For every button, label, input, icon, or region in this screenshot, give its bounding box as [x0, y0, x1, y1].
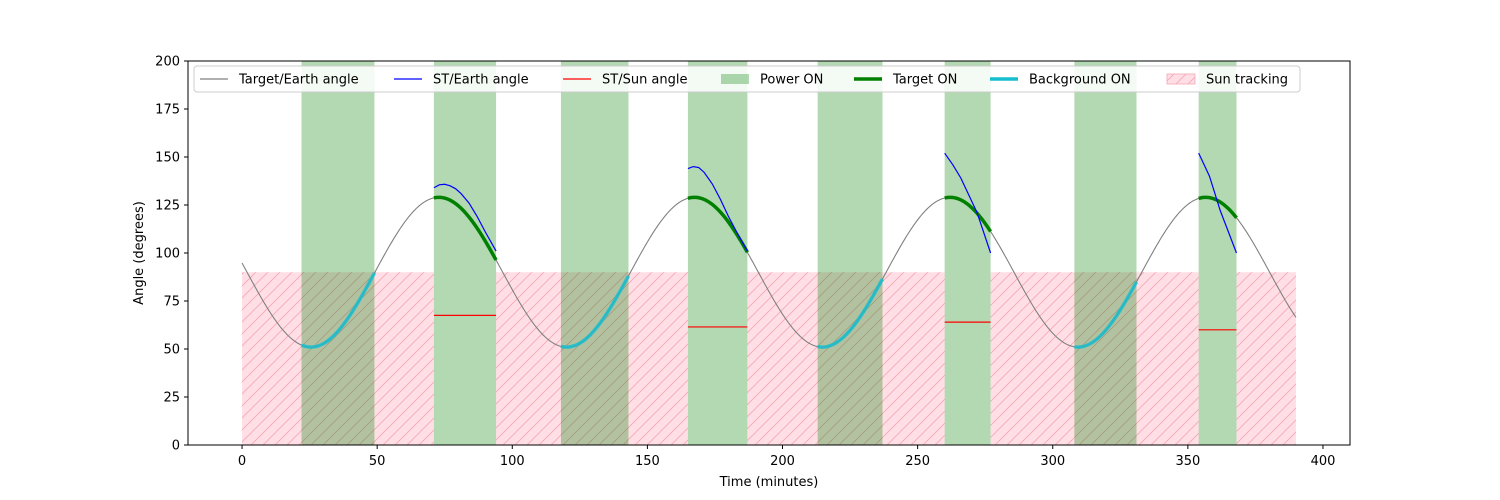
power-on-band [560, 61, 629, 445]
legend-label: Power ON [760, 73, 823, 88]
x-tick-label: 0 [238, 454, 246, 469]
power-on-band [817, 61, 883, 445]
x-tick-label: 250 [905, 454, 930, 469]
x-tick-label: 100 [500, 454, 525, 469]
sun-tracking-hatch [990, 272, 1199, 445]
y-tick-label: 175 [155, 103, 180, 118]
sun-tracking-layer [242, 272, 1296, 445]
x-axis-label: Time (minutes) [719, 475, 819, 490]
st-earth-angle-line [1198, 152, 1238, 254]
legend: Target/Earth angle ST/Earth angle ST/Sun a… [193, 65, 1301, 93]
background-on-segment [817, 278, 885, 349]
y-tick-label: 25 [163, 391, 180, 406]
x-tick-label: 200 [770, 454, 795, 469]
power-on-band [433, 61, 497, 445]
power-on-layer [301, 61, 1237, 445]
legend-swatch-hatch [1167, 74, 1195, 84]
y-tick-label: 75 [163, 295, 180, 310]
legend-swatch [721, 74, 749, 84]
legend-label: Target/Earth angle [238, 73, 359, 88]
sun-tracking-hatch [496, 272, 688, 445]
target-on-segment [687, 195, 749, 254]
series-layer [241, 152, 1297, 349]
st-earth-angle-line [433, 183, 497, 252]
y-tick-label: 150 [155, 151, 180, 166]
y-axis-label: Angle (degrees) [132, 201, 147, 305]
legend-label: ST/Earth angle [433, 73, 529, 88]
power-on-band [1074, 61, 1137, 445]
legend-label: ST/Sun angle [602, 73, 688, 88]
sun-tracking-hatch [1236, 272, 1296, 445]
target-on-segment [944, 195, 993, 233]
power-on-band [944, 61, 991, 445]
sun-tracking-hatch [242, 272, 434, 445]
legend-box [193, 65, 1301, 93]
sun-tracking-hatch [747, 272, 945, 445]
x-tick-label: 50 [369, 454, 386, 469]
y-tick-label: 100 [155, 247, 180, 262]
st-earth-angle-line [944, 152, 992, 254]
x-tick-label: 400 [1311, 454, 1336, 469]
y-tick-label: 50 [163, 343, 180, 358]
y-tick-label: 125 [155, 199, 180, 214]
legend-label: Target ON [892, 73, 957, 88]
y-tick-label: 200 [155, 55, 180, 70]
power-on-band [1198, 61, 1237, 445]
st-earth-angle-line [687, 165, 748, 252]
background-on-segment [300, 272, 376, 349]
x-tick-label: 300 [1040, 454, 1065, 469]
target-on-segment [433, 195, 498, 261]
legend-label: Background ON [1029, 73, 1131, 88]
background-on-segment [1074, 281, 1139, 349]
background-on-segment [560, 275, 631, 349]
power-on-band [301, 61, 375, 445]
y-tick-label: 0 [172, 439, 180, 454]
axes-layer: 0 50 100 150 200 250 300 350 400 0 25 50 75 100 125 150… [155, 55, 1335, 470]
power-on-band [687, 61, 748, 445]
legend-label: Sun tracking [1206, 73, 1288, 88]
x-tick-label: 150 [635, 454, 660, 469]
x-tick-label: 350 [1175, 454, 1200, 469]
